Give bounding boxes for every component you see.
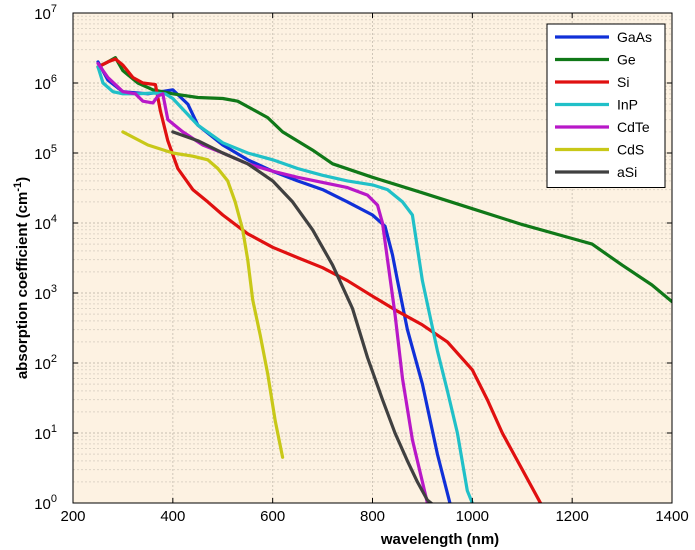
y-tick-label: 105 — [34, 143, 57, 163]
x-tick-label: 1400 — [655, 508, 688, 525]
tick-layer: 200 400 600 800 1000 1200 1400 100 101 102 103 104 1… — [34, 3, 689, 525]
x-axis-label: wavelength (nm) — [380, 531, 499, 548]
y-tick-label: 102 — [34, 353, 57, 373]
legend-label-cdte: CdTe — [617, 119, 650, 135]
series-line-ge — [96, 56, 672, 304]
legend-label-cds: CdS — [617, 142, 644, 158]
series-line-si — [96, 57, 543, 503]
y-tick-label: 106 — [34, 73, 57, 93]
legend-label-ge: Ge — [617, 52, 636, 68]
legend: GaAs Ge Si InP CdTe CdS aSi — [546, 23, 666, 188]
x-tick-label: 1000 — [456, 508, 489, 525]
x-tick-label: 800 — [360, 508, 385, 525]
y-tick-label: 100 — [34, 493, 57, 513]
x-tick-label: 1200 — [555, 508, 588, 525]
series-line-asi — [171, 130, 434, 503]
y-axis-label-main: absorption coefficient (cm — [14, 192, 31, 380]
x-tick-label: 600 — [260, 508, 285, 525]
x-tick-label: 200 — [60, 508, 85, 525]
series-line-cdte — [96, 61, 429, 503]
legend-label-si: Si — [617, 74, 629, 90]
legend-label-asi: aSi — [617, 164, 637, 180]
y-axis-label: absorption coefficient (cm-1) — [12, 177, 31, 379]
legend-label-gaas: GaAs — [617, 29, 652, 45]
series-line-cds — [121, 130, 285, 459]
y-tick-label: 101 — [34, 423, 57, 443]
y-axis-label-close: ) — [14, 177, 31, 182]
y-axis-label-exponent: -1 — [12, 182, 24, 192]
series-layer — [96, 56, 672, 503]
y-tick-label: 103 — [34, 283, 57, 303]
y-tick-label: 107 — [34, 3, 57, 23]
y-tick-label: 104 — [34, 213, 57, 233]
x-tick-label: 400 — [160, 508, 185, 525]
series-line-inp — [96, 65, 474, 503]
legend-label-inp: InP — [617, 97, 638, 113]
